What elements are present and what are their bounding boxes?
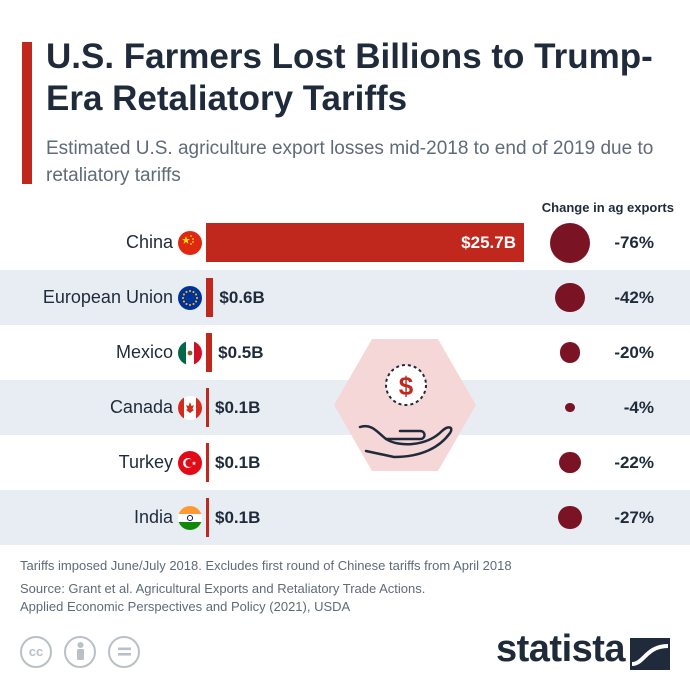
change-bubble (565, 402, 575, 413)
bar (206, 223, 524, 262)
bar (206, 498, 209, 537)
value-label: $0.1B (215, 507, 261, 527)
change-bubble (555, 282, 585, 313)
value-label: $0.1B (215, 397, 261, 417)
change-bubble (550, 222, 590, 263)
footnote: Tariffs imposed June/July 2018. Excludes… (20, 558, 512, 573)
eu-flag-icon (178, 285, 202, 310)
attribution-icon[interactable] (64, 636, 96, 668)
value-label: $25.7B (461, 232, 516, 252)
china-flag-icon (178, 230, 202, 255)
category-label: European Union (42, 287, 173, 307)
category-label: Canada (109, 397, 173, 417)
change-label: -76% (614, 232, 654, 252)
india-flag-icon (178, 505, 202, 530)
title-accent-bar (22, 42, 32, 184)
dollar-coin-in-hand-icon: $ (334, 339, 476, 471)
cc-license-icon[interactable]: cc (20, 636, 52, 668)
change-label: -4% (623, 397, 654, 417)
bar (206, 443, 209, 482)
change-bubble (558, 505, 582, 530)
change-label: -27% (614, 507, 654, 527)
category-label: India (133, 507, 173, 527)
svg-text:$: $ (399, 371, 414, 401)
canada-flag-icon (178, 395, 202, 420)
chart-row: European Union $0.6B -42% (0, 270, 690, 325)
change-bubble (559, 451, 581, 474)
mexico-flag-icon (178, 340, 202, 365)
no-derivatives-icon[interactable] (108, 636, 140, 668)
value-label: $0.6B (219, 287, 265, 307)
source-line-1: Source: Grant et al. Agricultural Export… (20, 581, 426, 596)
change-bubble (559, 342, 581, 363)
chart-row: China $25.7B -76% (0, 215, 690, 270)
change-label: -22% (614, 452, 654, 472)
statista-logo-mark-icon (630, 638, 670, 670)
bar (206, 388, 209, 427)
value-label: $0.1B (215, 452, 261, 472)
page-title: U.S. Farmers Lost Billions to Trump-Era … (46, 37, 653, 118)
column-header: Change in ag exports (541, 200, 674, 215)
turkey-flag-icon (178, 450, 202, 475)
category-label: Turkey (118, 452, 173, 472)
source-line-2: Applied Economic Perspectives and Policy… (20, 599, 351, 614)
category-label: Mexico (115, 342, 173, 362)
statista-logo[interactable]: statista (496, 628, 626, 670)
chart-row: India $0.1B -27% (0, 490, 690, 545)
change-label: -20% (614, 342, 654, 362)
category-label: China (125, 232, 173, 252)
bar (206, 278, 214, 317)
chart-row: Turkey $0.1B -22% (0, 435, 690, 490)
page-subtitle: Estimated U.S. agriculture export losses… (46, 138, 654, 186)
value-label: $0.5B (218, 342, 264, 362)
bar (206, 333, 213, 372)
chart-row: Mexico $0.5B -20% (0, 325, 690, 380)
change-label: -42% (614, 287, 654, 307)
